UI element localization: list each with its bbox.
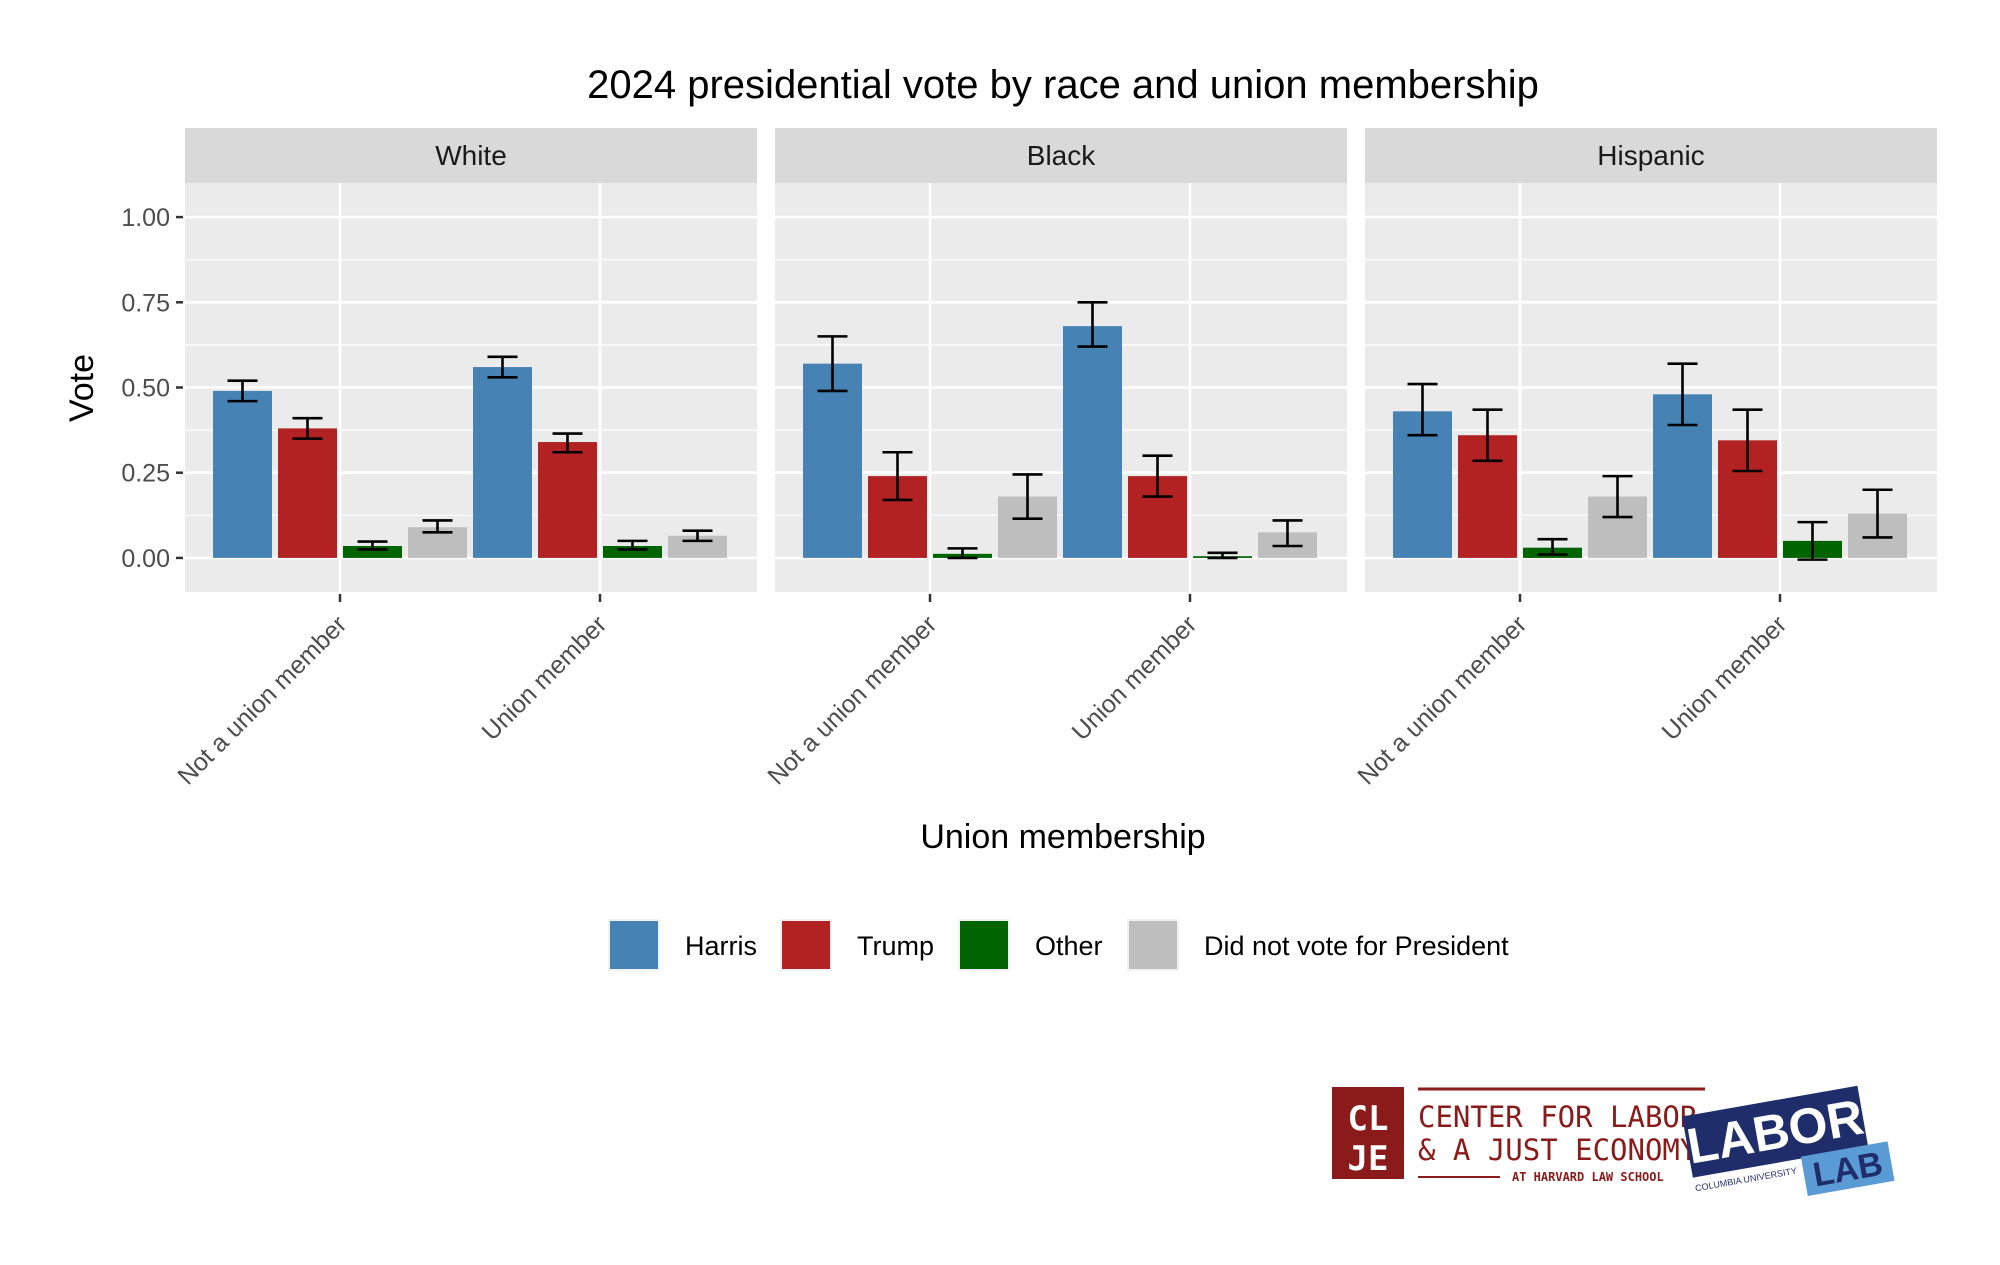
error-bar-black-union-member-did-not-vote-for-president (1272, 519, 1303, 548)
cljc-monogram-line-2: JE (1348, 1139, 1389, 1179)
error-bar-white-union-member-other (617, 539, 648, 551)
legend-swatch-harris (610, 921, 658, 969)
error-bar-white-not-a-union-member-did-not-vote-for-president (422, 519, 453, 534)
error-bar-hispanic-union-member-trump (1732, 408, 1763, 473)
error-bar-hispanic-not-a-union-member-harris (1407, 382, 1438, 437)
facet-strip-black (775, 128, 1347, 183)
facet-label-hispanic: Hispanic (1597, 140, 1704, 171)
x-tick-label-black-not-a-union-member: Not a union member (762, 610, 942, 790)
error-bar-black-union-member-harris (1077, 300, 1108, 348)
x-tick-label-hispanic-not-a-union-member: Not a union member (1352, 610, 1532, 790)
y-tick-label: 0.50 (121, 375, 170, 403)
laborlab-logo: LABOR LAB COLUMBIA UNIVERSITY (1682, 1085, 1895, 1196)
error-bar-black-not-a-union-member-other (947, 547, 978, 560)
facet-label-black: Black (1027, 140, 1096, 171)
x-tick-label-hispanic-union-member: Union member (1657, 610, 1793, 746)
x-tick-label-black-union-member: Union member (1067, 610, 1203, 746)
legend-label-did-not-vote-for-president: Did not vote for President (1204, 931, 1509, 961)
chart-title: 2024 presidential vote by race and union… (587, 63, 1539, 107)
cljc-monogram-box (1332, 1087, 1404, 1179)
legend: Harris Trump Other Did not vote for Preside… (608, 919, 1509, 971)
x-tick-label-white-not-a-union-member: Not a union member (172, 610, 352, 790)
error-bar-hispanic-not-a-union-member-trump (1472, 408, 1503, 463)
error-bar-black-union-member-other (1207, 551, 1238, 560)
legend-item-did-not-vote-for-president: Did not vote for President (1127, 919, 1509, 971)
facet-hispanic: Hispanic Not a union member Union member (1352, 128, 1937, 790)
y-tick-label: 0.75 (121, 289, 170, 317)
legend-item-harris: Harris (608, 919, 757, 971)
error-bar-hispanic-union-member-other (1797, 520, 1828, 561)
legend-label-harris: Harris (685, 931, 757, 961)
legend-swatch-trump (782, 921, 830, 969)
error-bar-hispanic-not-a-union-member-other (1537, 537, 1568, 556)
cljc-monogram-line-1: CL (1348, 1099, 1389, 1139)
error-bar-white-not-a-union-member-harris (227, 379, 258, 403)
y-tick-label: 0.00 (121, 545, 170, 573)
error-bar-hispanic-union-member-did-not-vote-for-president (1862, 488, 1893, 539)
error-bar-black-union-member-trump (1142, 454, 1173, 498)
cljc-line-2: & A JUST ECONOMY (1418, 1133, 1697, 1167)
error-bar-hispanic-union-member-harris (1667, 362, 1698, 427)
bar-black-union-member-harris (1063, 326, 1122, 558)
legend-item-other: Other (958, 919, 1103, 971)
bar-white-union-member-other (603, 545, 662, 558)
error-bar-hispanic-not-a-union-member-did-not-vote-for-president (1602, 474, 1633, 519)
legend-label-trump: Trump (857, 931, 934, 961)
y-tick-label: 1.00 (121, 204, 170, 232)
y-axis: 0.00 0.25 0.50 0.75 1.00 (121, 204, 183, 573)
bar-black-not-a-union-member-harris (803, 363, 862, 558)
facet-strip-hispanic (1365, 128, 1937, 183)
error-bar-white-union-member-harris (487, 355, 518, 379)
y-axis-title: Vote (63, 354, 101, 422)
error-bar-black-not-a-union-member-did-not-vote-for-president (1012, 473, 1043, 521)
facet-white: White Not a union member Union member (172, 128, 757, 790)
cljc-line-3: AT HARVARD LAW SCHOOL (1512, 1170, 1664, 1184)
bar-white-not-a-union-member-other (343, 545, 402, 558)
x-tick-label-white-union-member: Union member (477, 610, 613, 746)
legend-item-trump: Trump (780, 919, 934, 971)
bar-white-not-a-union-member-trump (278, 428, 337, 558)
facet-label-white: White (435, 140, 507, 171)
bar-white-union-member-harris (473, 367, 532, 558)
laborlab-light-block (1800, 1141, 1895, 1196)
bar-white-union-member-trump (538, 442, 597, 558)
legend-swatch-other (960, 921, 1008, 969)
legend-label-other: Other (1035, 931, 1103, 961)
error-bar-white-union-member-trump (552, 432, 583, 454)
error-bar-white-union-member-did-not-vote-for-president (682, 529, 713, 543)
bar-white-not-a-union-member-harris (213, 390, 272, 558)
cljc-logo: CL JE CENTER FOR LABOR & A JUST ECONOMY … (1332, 1087, 1705, 1184)
legend-swatch-did-not-vote-for-president (1129, 921, 1177, 969)
x-axis-title: Union membership (920, 818, 1205, 856)
error-bar-white-not-a-union-member-trump (292, 416, 323, 440)
error-bar-white-not-a-union-member-other (357, 540, 388, 551)
y-tick-label: 0.25 (121, 460, 170, 488)
facet-black: Black Not a union member Union member (762, 128, 1347, 790)
error-bar-black-not-a-union-member-harris (817, 335, 848, 393)
error-bar-black-not-a-union-member-trump (882, 450, 913, 502)
facet-strip-white (185, 128, 757, 183)
cljc-line-1: CENTER FOR LABOR (1418, 1100, 1698, 1134)
